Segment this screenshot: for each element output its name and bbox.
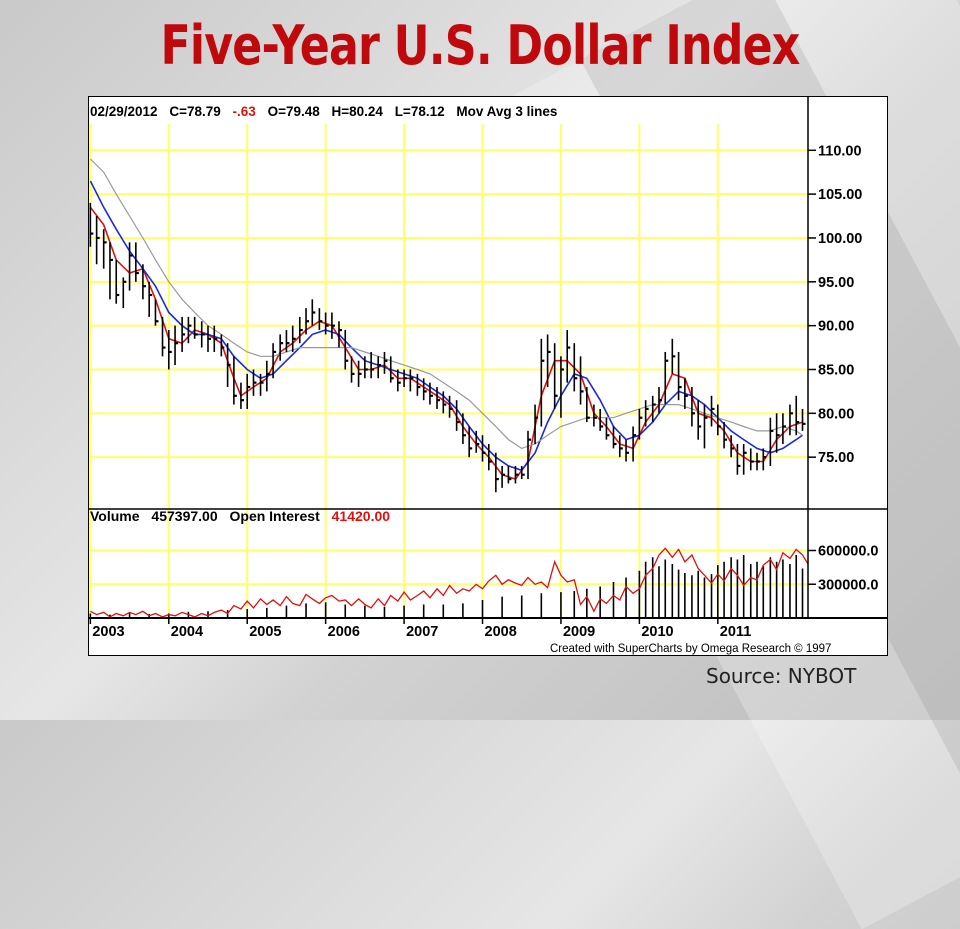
- moving-average-ma_fast: [89, 206, 803, 481]
- price-tick-label: 75.00: [818, 450, 854, 466]
- header-high: H=80.24: [332, 104, 384, 119]
- open-interest-value: 41420.00: [332, 508, 391, 524]
- volume-label: Volume: [90, 508, 140, 524]
- moving-average-ma_slow: [89, 158, 803, 450]
- open-interest-line: [90, 547, 809, 618]
- x-tick-label: 2005: [249, 624, 281, 640]
- price-tick-label: 85.00: [818, 362, 854, 378]
- slide-title: Five-Year U.S. Dollar Index: [160, 14, 800, 77]
- price-tick-label: 80.00: [818, 406, 854, 422]
- x-tick-label: 2010: [641, 624, 673, 640]
- volume-header: Volume 457397.00 Open Interest 41420.00: [90, 508, 390, 524]
- price-tick-label: 100.00: [818, 231, 862, 247]
- x-tick-label: 2007: [406, 624, 438, 640]
- x-tick-label: 2008: [485, 624, 517, 640]
- x-tick-label: 2011: [720, 624, 751, 640]
- chart-axes: 75.00 80.00 85.00 90.00 95.00 100.00 105.00 110…: [88, 96, 888, 656]
- x-tick-label: 2003: [92, 624, 124, 640]
- dollar-index-chart: 75.00 80.00 85.00 90.00 95.00 100.00 105.00 110…: [88, 96, 888, 656]
- volume-value: 457397.00: [151, 508, 217, 524]
- price-bars: [89, 202, 806, 493]
- price-tick-label: 95.00: [818, 275, 854, 291]
- x-tick-label: 2006: [328, 624, 360, 640]
- chart-svg: 75.00 80.00 85.00 90.00 95.00 100.00 105.00 110…: [88, 96, 888, 656]
- x-tick-label: 2009: [563, 624, 595, 640]
- open-interest-series: [90, 547, 809, 618]
- chart-frame: [88, 96, 888, 656]
- open-interest-label: Open Interest: [230, 508, 321, 524]
- header-open: O=79.48: [268, 104, 321, 119]
- header-close: C=78.79: [169, 104, 220, 119]
- volume-tick-label: 600000.0: [818, 544, 878, 560]
- volume-bars: [89, 555, 804, 618]
- header-low: L=78.12: [395, 104, 445, 119]
- price-tick-label: 90.00: [818, 319, 854, 335]
- chart-header: 02/29/2012 C=78.79 -.63 O=79.48 H=80.24 …: [90, 104, 557, 119]
- moving-average-lines: [89, 158, 803, 481]
- price-tick-label: 110.00: [818, 143, 862, 159]
- header-change: -.63: [233, 104, 257, 119]
- price-tick-label: 105.00: [818, 187, 862, 203]
- header-mov-avg: Mov Avg 3 lines: [456, 104, 557, 119]
- chart-grid: [88, 124, 808, 618]
- volume-tick-label: 300000.0: [818, 577, 878, 593]
- header-date: 02/29/2012: [90, 104, 158, 119]
- chart-credit: Created with SuperCharts by Omega Resear…: [550, 643, 831, 655]
- source-note: Source: NYBOT: [706, 664, 857, 688]
- x-tick-label: 2004: [171, 624, 203, 640]
